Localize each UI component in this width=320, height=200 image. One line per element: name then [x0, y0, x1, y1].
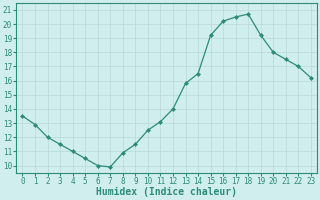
X-axis label: Humidex (Indice chaleur): Humidex (Indice chaleur)	[96, 187, 237, 197]
